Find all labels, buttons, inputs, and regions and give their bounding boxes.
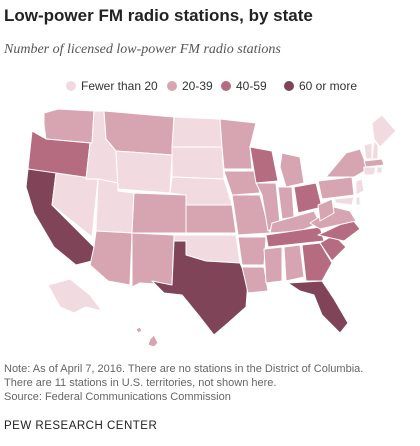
state-MA[interactable] <box>363 158 385 168</box>
state-RI[interactable] <box>376 166 383 174</box>
legend-item-20-39: 20-39 <box>167 79 213 93</box>
state-HI-west[interactable] <box>135 326 143 334</box>
state-HI[interactable] <box>147 334 159 347</box>
state-GA[interactable] <box>301 242 333 282</box>
legend-swatch-icon <box>167 81 177 91</box>
state-NM[interactable] <box>131 232 175 288</box>
state-NV[interactable] <box>51 172 99 238</box>
legend-label: 40-59 <box>236 79 267 93</box>
note-line: Note: As of April 7, 2016. There are no … <box>4 363 364 375</box>
state-OH[interactable] <box>293 182 323 214</box>
state-VT[interactable] <box>363 142 373 160</box>
state-LA[interactable] <box>241 266 269 294</box>
legend-label: 60 or more <box>299 79 358 93</box>
state-WY[interactable] <box>115 150 173 194</box>
state-CO[interactable] <box>131 192 187 234</box>
state-PA[interactable] <box>317 176 355 200</box>
state-MI[interactable] <box>279 152 305 188</box>
state-WI[interactable] <box>249 146 279 184</box>
chart-subtitle: Number of licensed low-power FM radio st… <box>4 42 281 57</box>
legend-swatch-icon <box>221 81 231 91</box>
state-MS[interactable] <box>263 246 283 284</box>
state-ND[interactable] <box>171 116 223 148</box>
legend-item-60-or-more: 60 or more <box>284 79 357 93</box>
note-line: There are 11 stations in U.S. territorie… <box>4 377 277 389</box>
state-AL[interactable] <box>283 244 305 282</box>
legend-label: 20-39 <box>182 79 213 93</box>
legend-item-fewer-than-20: Fewer than 20 <box>66 79 158 93</box>
organization-credit: PEW RESEARCH CENTER <box>4 420 158 432</box>
chart-title: Low-power FM radio stations, by state <box>4 6 313 25</box>
legend-swatch-icon <box>66 81 76 91</box>
state-NJ[interactable] <box>355 178 365 196</box>
state-AR[interactable] <box>237 236 267 266</box>
state-ME[interactable] <box>371 114 397 148</box>
source-line: Source: Federal Communications Commissio… <box>4 391 231 403</box>
state-TX[interactable] <box>151 240 249 336</box>
legend-label: Fewer than 20 <box>81 79 158 93</box>
state-KS[interactable] <box>185 204 237 234</box>
state-DE[interactable] <box>355 196 361 206</box>
state-KY[interactable] <box>269 210 321 234</box>
legend-swatch-icon <box>284 81 294 91</box>
state-MD[interactable] <box>333 196 355 206</box>
state-IN[interactable] <box>277 186 295 220</box>
state-AZ[interactable] <box>89 230 133 286</box>
state-NH[interactable] <box>371 140 379 160</box>
state-FL[interactable] <box>287 280 349 334</box>
state-AK[interactable] <box>47 278 103 314</box>
state-WV[interactable] <box>317 198 335 222</box>
legend-item-40-59: 40-59 <box>221 79 267 93</box>
notes: Note: As of April 7, 2016. There are no … <box>4 362 363 404</box>
state-NY[interactable] <box>325 148 369 178</box>
state-CT[interactable] <box>363 166 377 176</box>
state-MT[interactable] <box>103 110 175 156</box>
state-MN[interactable] <box>219 118 257 170</box>
state-SD[interactable] <box>171 146 225 180</box>
us-state-map <box>25 108 397 347</box>
state-IA[interactable] <box>223 170 261 196</box>
state-WA[interactable] <box>43 108 95 144</box>
